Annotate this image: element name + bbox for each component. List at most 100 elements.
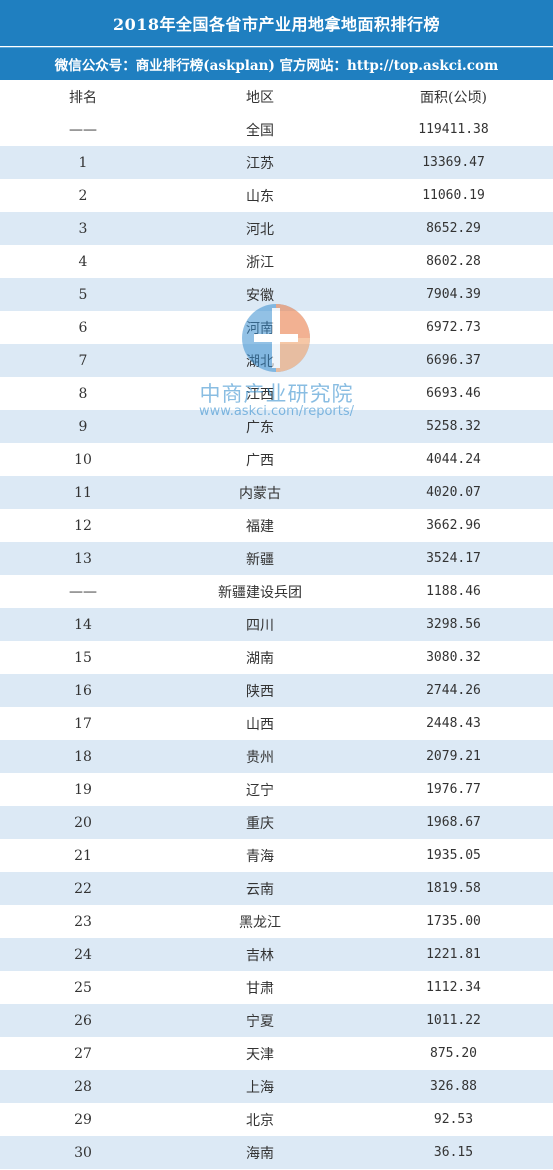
rank-cell: 26 — [74, 1012, 92, 1029]
area-cell: 1968.67 — [426, 815, 481, 830]
area-cell: 8652.29 — [426, 221, 481, 236]
title-text: 2018年全国各省市产业用地拿地面积排行榜 — [112, 15, 441, 34]
rank-cell: 5 — [78, 286, 88, 303]
region-cell: 甘肃 — [246, 980, 274, 997]
rank-cell: 28 — [74, 1078, 92, 1095]
region-cell: 贵州 — [246, 749, 274, 766]
rank-cell: 11 — [74, 484, 92, 501]
header-rank: 排名 — [69, 89, 97, 106]
table-row: 24 吉林 1221.81 — [0, 938, 553, 971]
region-cell: 山西 — [246, 716, 274, 733]
rank-cell: 10 — [74, 451, 92, 468]
region-cell: 安徽 — [246, 287, 274, 304]
region-cell: 黑龙江 — [239, 914, 281, 931]
rank-cell: 9 — [78, 418, 88, 435]
region-cell: 湖南 — [246, 650, 274, 667]
rank-cell: 16 — [74, 682, 92, 699]
table-row: 11 内蒙古 4020.07 — [0, 476, 553, 509]
area-cell: 4044.24 — [426, 452, 481, 467]
rank-cell: 3 — [78, 220, 88, 237]
region-cell: 河南 — [246, 320, 274, 337]
area-cell: 1221.81 — [426, 947, 481, 962]
area-cell: 6972.73 — [426, 320, 481, 335]
rank-cell: 4 — [78, 253, 88, 270]
area-cell: 3662.96 — [426, 518, 481, 533]
table-row: 27 天津 875.20 — [0, 1037, 553, 1070]
area-cell: 4020.07 — [426, 485, 481, 500]
region-cell: 广东 — [246, 419, 274, 436]
area-cell: 1188.46 — [426, 584, 481, 599]
area-cell: 5258.32 — [426, 419, 481, 434]
page-title: 2018年全国各省市产业用地拿地面积排行榜 — [0, 0, 553, 47]
area-cell: 36.15 — [433, 1145, 474, 1160]
area-cell: 1112.34 — [426, 980, 481, 995]
rank-cell: —— — [69, 121, 97, 138]
area-cell: 6696.37 — [426, 353, 481, 368]
table-row: 21 青海 1935.05 — [0, 839, 553, 872]
rank-cell: 18 — [74, 748, 92, 765]
region-cell: 山东 — [246, 188, 274, 205]
table-row: 3 河北 8652.29 — [0, 212, 553, 245]
area-cell: 13369.47 — [422, 155, 485, 170]
area-cell: 3080.32 — [426, 650, 481, 665]
header-region: 地区 — [246, 89, 274, 106]
table-row: 22 云南 1819.58 — [0, 872, 553, 905]
region-cell: 新疆 — [246, 551, 274, 568]
rank-cell: 30 — [74, 1144, 92, 1161]
table-row: 9 广东 5258.32 — [0, 410, 553, 443]
rank-cell: 14 — [74, 616, 92, 633]
area-cell: 1011.22 — [426, 1013, 481, 1028]
area-cell: 1976.77 — [426, 782, 481, 797]
area-cell: 1735.00 — [426, 914, 481, 929]
region-cell: 广西 — [246, 452, 274, 469]
region-cell: 吉林 — [246, 947, 274, 964]
table-header: 排名 地区 面积(公顷) — [0, 80, 553, 113]
table-row: —— 新疆建设兵团 1188.46 — [0, 575, 553, 608]
table-row: 14 四川 3298.56 — [0, 608, 553, 641]
rank-cell: 20 — [74, 814, 92, 831]
area-cell: 119411.38 — [418, 122, 489, 137]
area-cell: 92.53 — [433, 1112, 474, 1127]
rank-cell: 6 — [78, 319, 88, 336]
rank-cell: 15 — [74, 649, 92, 666]
table-row: 20 重庆 1968.67 — [0, 806, 553, 839]
rank-cell: 1 — [78, 154, 88, 171]
rank-cell: 8 — [78, 385, 88, 402]
area-cell: 3298.56 — [426, 617, 481, 632]
table-row: 8 江西 6693.46 — [0, 377, 553, 410]
region-cell: 重庆 — [246, 815, 274, 832]
table-row: 25 甘肃 1112.34 — [0, 971, 553, 1004]
region-cell: 天津 — [246, 1046, 274, 1063]
table-row: 26 宁夏 1011.22 — [0, 1004, 553, 1037]
region-cell: 海南 — [246, 1145, 274, 1162]
table-row: 15 湖南 3080.32 — [0, 641, 553, 674]
region-cell: 河北 — [246, 221, 274, 238]
table-row: 10 广西 4044.24 — [0, 443, 553, 476]
region-cell: 四川 — [246, 617, 274, 634]
table-row: 23 黑龙江 1735.00 — [0, 905, 553, 938]
area-cell: 8602.28 — [426, 254, 481, 269]
region-cell: 云南 — [246, 881, 274, 898]
table-row: 29 北京 92.53 — [0, 1103, 553, 1136]
source-line: 微信公众号：商业排行榜(askplan) 官方网站：http://top.ask… — [0, 47, 553, 80]
table-row: 17 山西 2448.43 — [0, 707, 553, 740]
region-cell: 江西 — [246, 386, 274, 403]
area-cell: 7904.39 — [426, 287, 481, 302]
area-cell: 2448.43 — [426, 716, 481, 731]
rank-cell: 12 — [74, 517, 92, 534]
rank-cell: 13 — [74, 550, 92, 567]
table-row: 19 辽宁 1976.77 — [0, 773, 553, 806]
table-row: 12 福建 3662.96 — [0, 509, 553, 542]
region-cell: 北京 — [246, 1112, 274, 1129]
subtitle-text: 微信公众号：商业排行榜(askplan) 官方网站：http://top.ask… — [54, 58, 499, 74]
region-cell: 江苏 — [246, 155, 274, 172]
table-body: —— 全国 119411.38 1 江苏 13369.47 2 山东 11060.19 3 河北 86… — [0, 113, 553, 1169]
table-row: 2 山东 11060.19 — [0, 179, 553, 212]
table-row: 6 河南 6972.73 — [0, 311, 553, 344]
region-cell: 辽宁 — [246, 782, 274, 799]
region-cell: 上海 — [246, 1079, 274, 1096]
header-area: 面积(公顷) — [420, 89, 487, 106]
area-cell: 1819.58 — [426, 881, 481, 896]
rank-cell: 23 — [74, 913, 92, 930]
table-row: 1 江苏 13369.47 — [0, 146, 553, 179]
